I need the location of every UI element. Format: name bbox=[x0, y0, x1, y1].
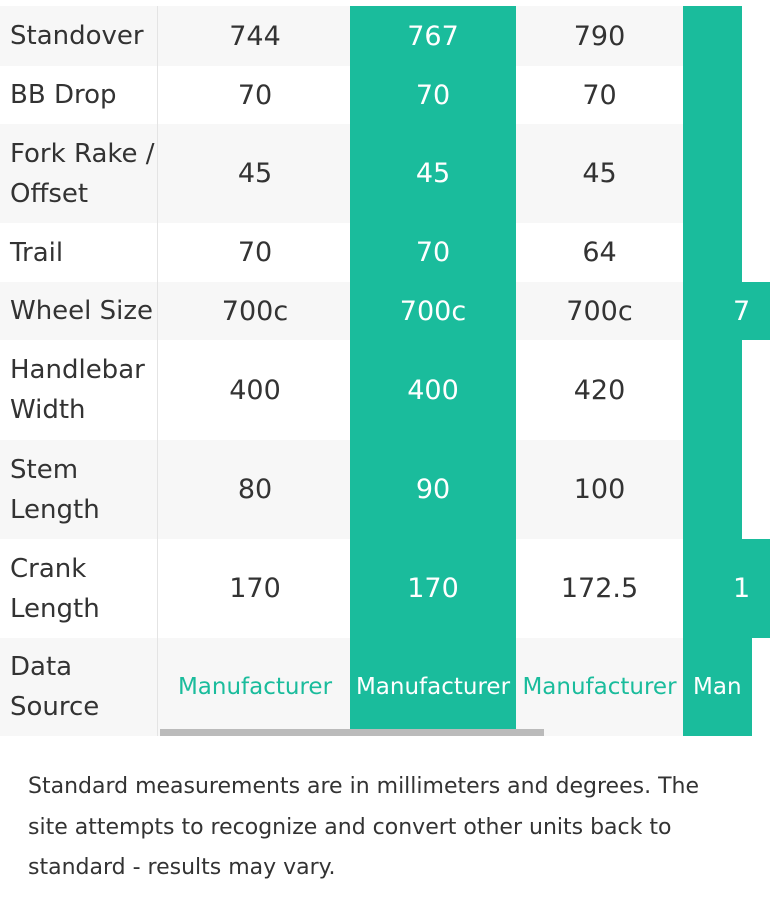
table-cell: 790 bbox=[573, 20, 626, 52]
empty-cell bbox=[683, 340, 742, 440]
row-label: Trail bbox=[0, 223, 158, 282]
row-label: Fork Rake / Offset bbox=[0, 124, 158, 223]
row-label: Handlebar Width bbox=[0, 340, 158, 440]
table-cell: 170 bbox=[229, 573, 281, 604]
table-cell: 1 bbox=[683, 539, 770, 638]
table-cell: 700c bbox=[566, 295, 633, 327]
scrollbar[interactable] bbox=[160, 729, 544, 736]
table-cell: 70 bbox=[350, 66, 516, 124]
table-row: Handlebar Width 400 400 420 bbox=[0, 340, 742, 440]
table-cell: Manufacturer bbox=[177, 674, 333, 700]
row-label: Standover bbox=[0, 6, 158, 66]
table-cell: 420 bbox=[573, 374, 626, 406]
table-cell: Man bbox=[683, 638, 752, 736]
empty-cell bbox=[683, 223, 742, 282]
empty-cell bbox=[683, 124, 742, 223]
table-cell: 170 bbox=[350, 539, 516, 638]
table-row: Data Source Manufacturer Manufacturer Manuf… bbox=[0, 638, 752, 736]
table-row: Wheel Size 700c 700c 700c 7 bbox=[0, 282, 770, 340]
table-cell: 64 bbox=[582, 237, 617, 268]
table-row: Crank Length 170 170 172.5 1 bbox=[0, 539, 770, 638]
empty-cell bbox=[683, 66, 742, 124]
table-cell: 700c bbox=[350, 282, 516, 340]
row-label: Wheel Size bbox=[0, 282, 158, 340]
empty-cell bbox=[683, 440, 742, 539]
table-cell: 70 bbox=[237, 237, 273, 268]
table-row: Fork Rake / Offset 45 45 45 bbox=[0, 124, 742, 223]
table-cell: 90 bbox=[350, 440, 516, 539]
table-cell: 70 bbox=[582, 79, 617, 111]
table-cell: 80 bbox=[237, 474, 273, 505]
table-cell: 45 bbox=[582, 158, 617, 189]
row-label: BB Drop bbox=[0, 66, 158, 124]
row-label: Crank Length bbox=[0, 539, 158, 638]
table-cell: 400 bbox=[350, 340, 516, 440]
table-row: Standover 744 767 790 bbox=[0, 6, 742, 66]
table-cell: 70 bbox=[237, 79, 273, 111]
footnote: Standard measurements are in millimeters… bbox=[28, 774, 699, 880]
table-cell: 767 bbox=[350, 6, 516, 66]
table-cell: 100 bbox=[573, 474, 626, 505]
table-cell: 172.5 bbox=[560, 573, 639, 604]
table-cell: Manufacturer bbox=[522, 674, 677, 700]
row-label: Stem Length bbox=[0, 440, 158, 539]
table-cell: 700c bbox=[221, 295, 289, 327]
empty-cell bbox=[683, 6, 742, 66]
row-label: Data Source bbox=[0, 638, 158, 736]
table-cell: Manufacturer bbox=[350, 638, 516, 736]
table-cell: 400 bbox=[229, 374, 281, 406]
table-row: BB Drop 70 70 70 bbox=[0, 66, 742, 124]
table-cell: 45 bbox=[350, 124, 516, 223]
table-cell: 70 bbox=[350, 223, 516, 282]
table-cell: 45 bbox=[237, 158, 273, 189]
table-cell: 744 bbox=[229, 20, 281, 52]
table-row: Trail 70 70 64 bbox=[0, 223, 742, 282]
table-row: Stem Length 80 90 100 bbox=[0, 440, 742, 539]
table-cell: 7 bbox=[683, 282, 770, 340]
